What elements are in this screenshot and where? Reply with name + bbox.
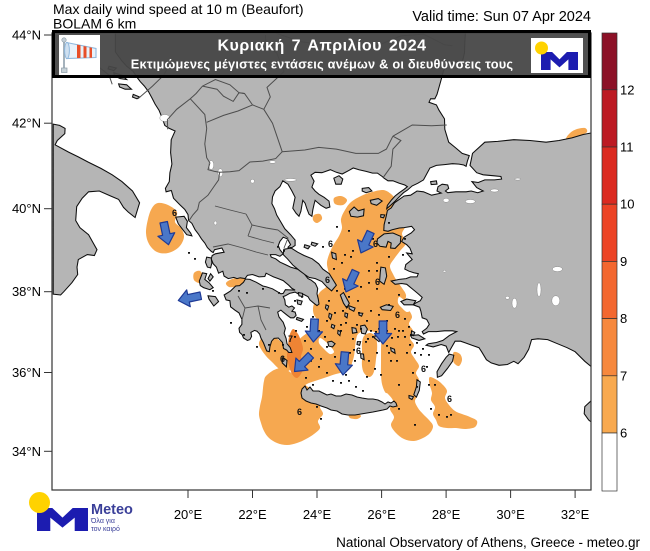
svg-text:Εκτιμώμενες μέγιστες εντάσεις: Εκτιμώμενες μέγιστες εντάσεις ανέμων & ο… [131, 57, 514, 72]
svg-text:6: 6 [373, 239, 378, 249]
svg-text:22°E: 22°E [238, 507, 267, 522]
svg-text:Όλα για: Όλα για [90, 518, 115, 525]
svg-text:BOLAM 6 km: BOLAM 6 km [53, 16, 136, 32]
svg-text:24°E: 24°E [303, 507, 332, 522]
svg-text:12: 12 [620, 82, 634, 97]
svg-text:36°N: 36°N [12, 365, 41, 380]
svg-text:6: 6 [421, 364, 426, 374]
svg-text:8: 8 [620, 311, 627, 326]
svg-text:6: 6 [395, 310, 400, 320]
svg-text:11: 11 [620, 140, 634, 155]
svg-text:20°E: 20°E [174, 507, 203, 522]
svg-text:6: 6 [280, 354, 285, 364]
svg-text:Κυριακή 7 Απριλίου 2024: Κυριακή 7 Απριλίου 2024 [217, 38, 426, 55]
svg-text:26°E: 26°E [367, 507, 396, 522]
svg-text:Meteo: Meteo [91, 502, 133, 518]
svg-text:6: 6 [325, 275, 330, 285]
svg-text:42°N: 42°N [12, 116, 41, 131]
svg-text:7: 7 [288, 334, 293, 344]
svg-text:6: 6 [447, 394, 452, 404]
svg-text:Valid time: Sun 07 Apr 2024: Valid time: Sun 07 Apr 2024 [412, 9, 591, 25]
svg-text:40°N: 40°N [12, 201, 41, 216]
svg-text:32°E: 32°E [561, 507, 590, 522]
svg-text:6: 6 [297, 407, 302, 417]
svg-text:6: 6 [172, 208, 177, 218]
svg-text:38°N: 38°N [12, 284, 41, 299]
svg-text:National Observatory of Athens: National Observatory of Athens, Greece -… [336, 535, 640, 550]
svg-text:28°E: 28°E [432, 507, 461, 522]
svg-text:44°N: 44°N [12, 28, 41, 43]
svg-text:6: 6 [356, 346, 361, 356]
svg-text:6: 6 [375, 277, 380, 287]
svg-text:τον καιρό: τον καιρό [91, 525, 120, 533]
svg-text:10: 10 [620, 197, 634, 212]
svg-text:30°E: 30°E [496, 507, 525, 522]
svg-text:34°N: 34°N [12, 444, 41, 459]
svg-text:Max daily wind speed at 10 m (: Max daily wind speed at 10 m (Beaufort) [53, 1, 304, 17]
svg-text:9: 9 [620, 254, 627, 269]
svg-text:6: 6 [620, 426, 627, 441]
svg-text:6: 6 [328, 239, 333, 249]
svg-text:7: 7 [620, 368, 627, 383]
